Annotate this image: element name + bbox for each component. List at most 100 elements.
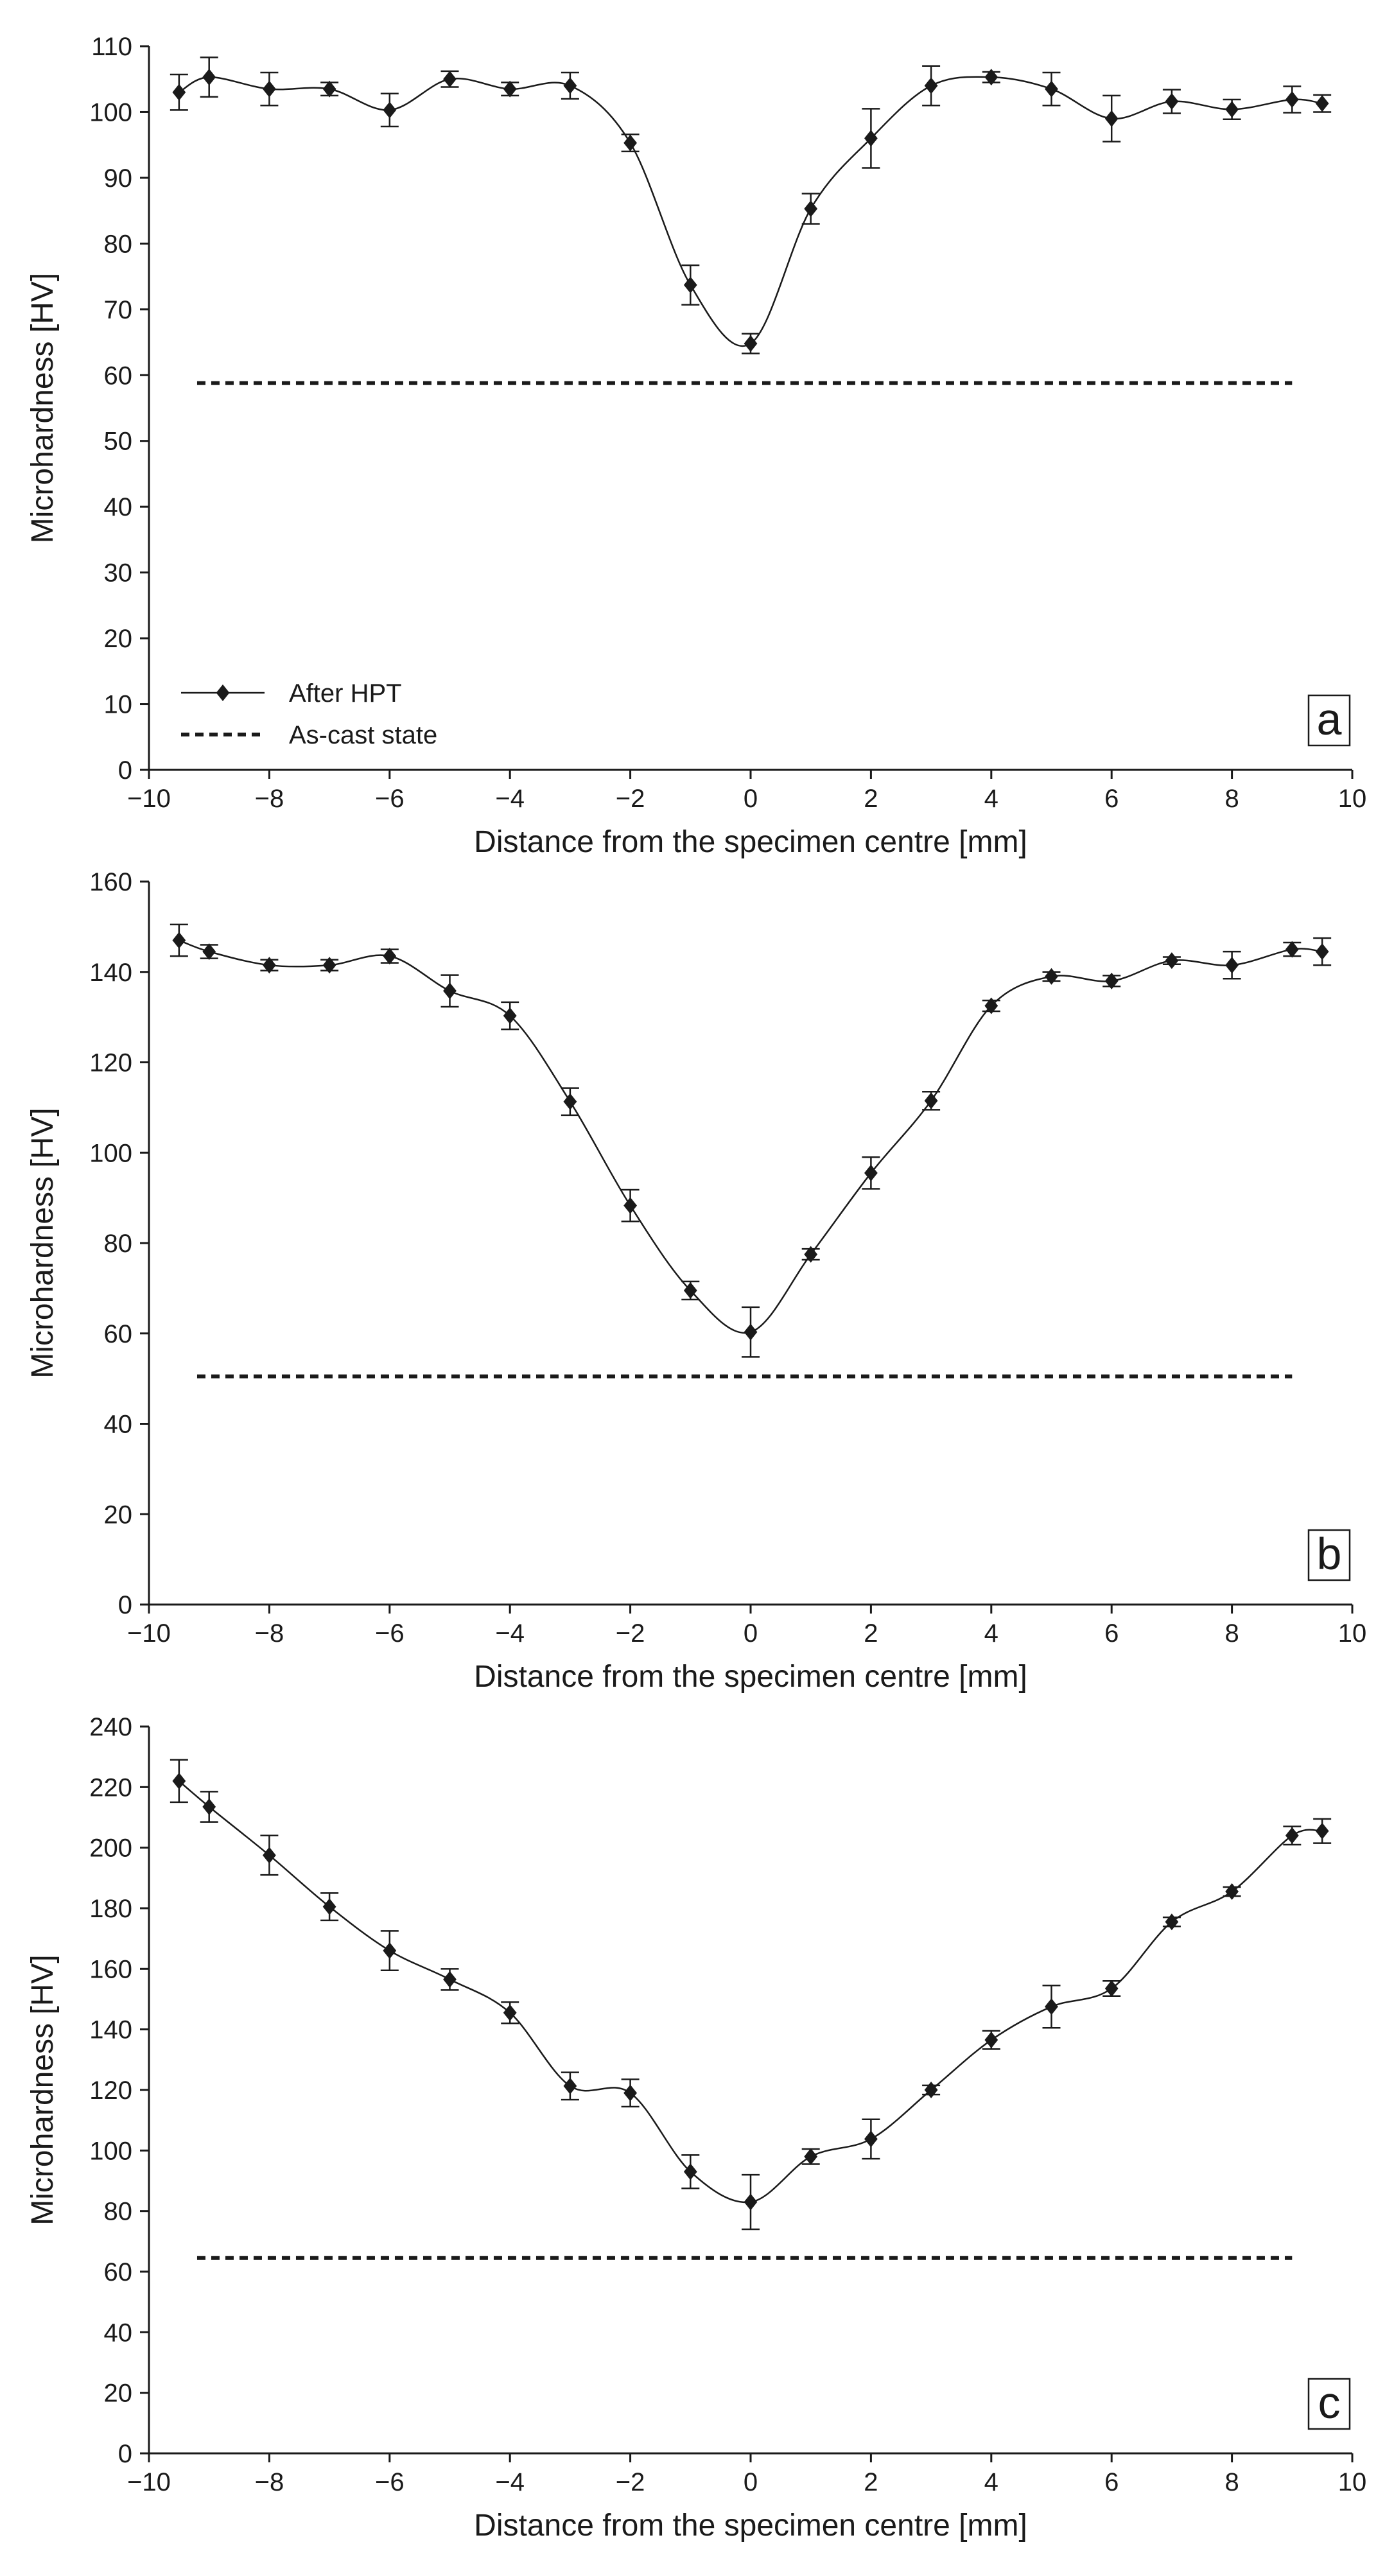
data-point bbox=[1165, 1913, 1179, 1931]
after-hpt-line bbox=[179, 76, 1323, 347]
data-point bbox=[172, 83, 186, 101]
data-point bbox=[683, 1282, 697, 1299]
data-point bbox=[984, 997, 998, 1014]
data-point bbox=[1104, 110, 1119, 127]
y-tick-label: 40 bbox=[104, 493, 133, 521]
x-tick-label: −8 bbox=[255, 1619, 284, 1648]
data-point bbox=[202, 1798, 216, 1815]
data-point bbox=[1285, 941, 1299, 958]
data-point bbox=[924, 77, 938, 94]
x-tick-label: −2 bbox=[616, 1619, 645, 1648]
x-axis-title: Distance from the specimen centre [mm] bbox=[474, 825, 1027, 859]
data-point bbox=[623, 2084, 637, 2102]
y-tick-label: 220 bbox=[89, 1773, 132, 1802]
x-tick-label: 10 bbox=[1338, 1619, 1367, 1648]
x-axis-title: Distance from the specimen centre [mm] bbox=[474, 1660, 1027, 1694]
x-tick-label: −2 bbox=[616, 2468, 645, 2496]
data-point bbox=[383, 1942, 397, 1960]
legend: After HPT As-cast state bbox=[181, 679, 437, 749]
panel-letter: a bbox=[1317, 694, 1342, 744]
data-point bbox=[1045, 80, 1058, 98]
x-tick-label: −10 bbox=[127, 1619, 171, 1648]
y-tick-label: 200 bbox=[89, 1834, 132, 1863]
y-axis-title: Microhardness [HV] bbox=[26, 1108, 60, 1378]
legend-label-after-hpt: After HPT bbox=[289, 679, 402, 708]
data-point bbox=[864, 130, 878, 147]
panel-letter-box bbox=[1307, 2378, 1351, 2430]
y-tick-label: 60 bbox=[104, 361, 133, 390]
data-point bbox=[503, 1007, 517, 1025]
after-hpt-line bbox=[179, 1780, 1323, 2204]
data-point bbox=[984, 69, 998, 86]
x-tick-label: 0 bbox=[744, 785, 758, 813]
legend-marker bbox=[216, 684, 230, 701]
y-tick-label: 120 bbox=[89, 2076, 132, 2105]
x-tick-label: 8 bbox=[1224, 1619, 1239, 1648]
data-point bbox=[563, 1093, 577, 1110]
data-point bbox=[683, 276, 697, 293]
y-tick-label: 0 bbox=[118, 756, 132, 785]
y-tick-label: 50 bbox=[104, 428, 133, 456]
panel-letter-box bbox=[1307, 694, 1351, 747]
data-point bbox=[503, 80, 517, 98]
data-point bbox=[263, 1847, 276, 1864]
panel-letter-box bbox=[1307, 1529, 1351, 1581]
data-point bbox=[683, 2163, 697, 2180]
data-point bbox=[443, 1971, 457, 1988]
data-point bbox=[263, 957, 276, 974]
data-point bbox=[1225, 957, 1239, 974]
data-point bbox=[744, 2193, 758, 2211]
x-tick-label: 10 bbox=[1338, 2468, 1367, 2496]
y-tick-label: 100 bbox=[89, 1139, 132, 1167]
y-tick-label: 20 bbox=[104, 2380, 133, 2408]
data-point bbox=[744, 335, 758, 352]
y-tick-label: 90 bbox=[104, 164, 133, 193]
data-point bbox=[322, 80, 336, 98]
y-tick-label: 80 bbox=[104, 1230, 133, 1258]
y-tick-label: 110 bbox=[91, 33, 132, 61]
x-tick-label: 0 bbox=[744, 2468, 758, 2496]
x-tick-label: 0 bbox=[744, 1619, 758, 1648]
chart-panel-a: 0 10 20 30 40 50 60 70 80 90 100 110 −10 −8 −6 −4 −2 0 2 4 6… bbox=[26, 33, 1366, 859]
y-tick-label: 240 bbox=[89, 1713, 132, 1741]
data-point bbox=[443, 71, 457, 88]
y-tick-label: 10 bbox=[104, 691, 133, 719]
y-tick-label: 0 bbox=[118, 2440, 132, 2468]
y-tick-label: 100 bbox=[89, 98, 132, 126]
x-tick-label: −2 bbox=[616, 785, 645, 813]
data-point bbox=[383, 101, 397, 119]
y-tick-label: 80 bbox=[104, 2198, 133, 2226]
panel-letter: b bbox=[1317, 1529, 1342, 1579]
data-point bbox=[984, 2032, 998, 2049]
x-tick-label: 2 bbox=[864, 2468, 878, 2496]
x-tick-label: 2 bbox=[864, 785, 878, 813]
data-point bbox=[322, 957, 336, 974]
data-point bbox=[1104, 972, 1119, 989]
y-axis-title: Microhardness [HV] bbox=[26, 1954, 60, 2225]
x-tick-label: −4 bbox=[495, 785, 525, 813]
x-tick-label: −6 bbox=[375, 2468, 405, 2496]
y-tick-label: 60 bbox=[104, 1320, 133, 1348]
data-point bbox=[202, 69, 216, 86]
y-tick-label: 80 bbox=[104, 230, 133, 258]
y-tick-label: 40 bbox=[104, 1411, 133, 1439]
y-tick-label: 60 bbox=[104, 2258, 133, 2286]
data-point bbox=[172, 1772, 186, 1789]
x-tick-label: −10 bbox=[127, 2468, 171, 2496]
data-point bbox=[804, 2148, 818, 2165]
data-point bbox=[623, 1197, 637, 1214]
y-tick-label: 70 bbox=[104, 296, 133, 324]
data-point bbox=[563, 77, 577, 94]
y-tick-label: 0 bbox=[118, 1591, 132, 1619]
data-point bbox=[172, 932, 186, 949]
data-point bbox=[623, 134, 637, 152]
data-point bbox=[924, 1092, 938, 1110]
x-tick-label: −4 bbox=[495, 2468, 525, 2496]
x-tick-label: 6 bbox=[1104, 1619, 1119, 1648]
data-point bbox=[1285, 91, 1299, 108]
after-hpt-line bbox=[179, 939, 1323, 1334]
data-point bbox=[1165, 952, 1179, 970]
y-tick-label: 20 bbox=[104, 1501, 133, 1529]
